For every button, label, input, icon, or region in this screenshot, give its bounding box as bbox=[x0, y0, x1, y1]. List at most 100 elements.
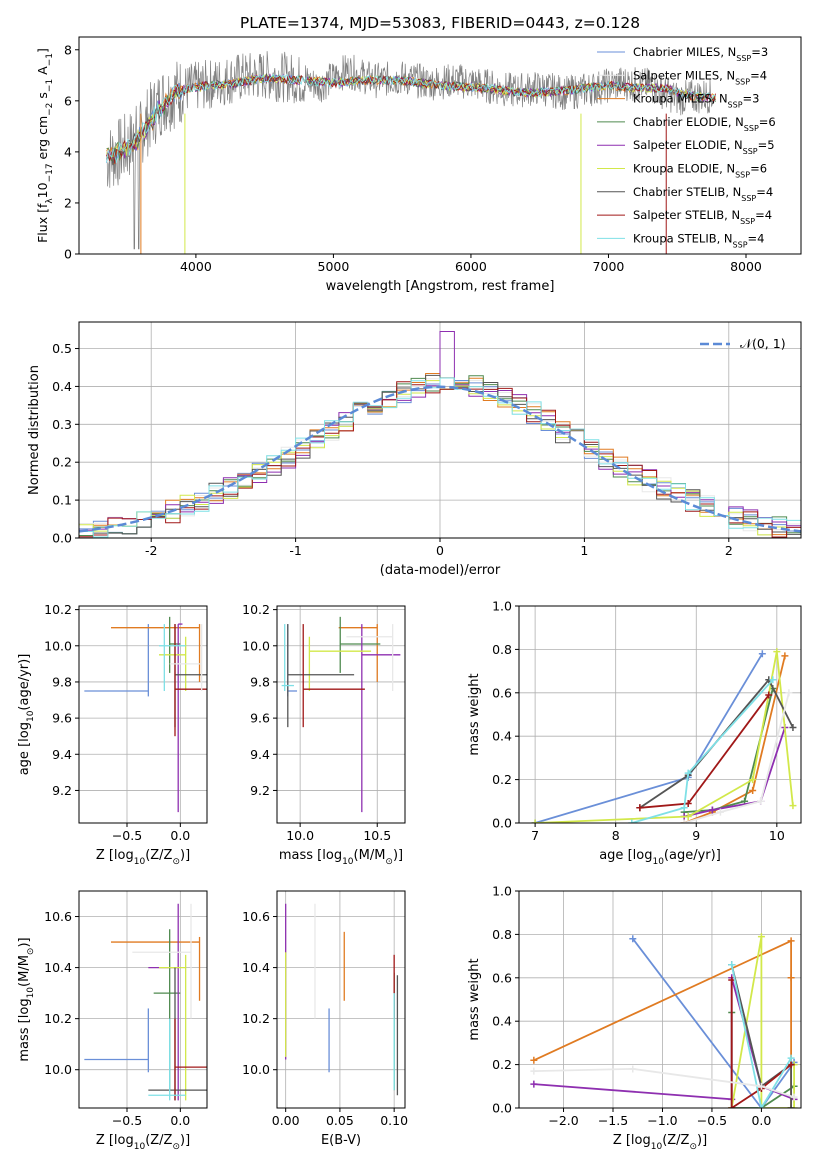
x-axis-label-part: Z [log bbox=[613, 1133, 651, 1148]
axes-mass-weight-vs-Z: −2.0 −1.5 −1.0 −0.5 0.0 0.0 0.2 0.4 0.6 0.8 1.0 Z [… bbox=[467, 884, 802, 1152]
legend-tail: =6 bbox=[759, 115, 776, 129]
y-tick-label: 10.0 bbox=[242, 1062, 270, 1077]
y-axis-label-part: age [log bbox=[17, 722, 32, 775]
legend-entry: Salpeter STELIB, NSSP=4 bbox=[633, 208, 772, 226]
x-tick-label: −0.5 bbox=[112, 1113, 142, 1128]
x-tick-label: 7 bbox=[531, 828, 539, 843]
axes-frame bbox=[276, 605, 406, 824]
x-axis-label-part: age [log bbox=[599, 848, 652, 863]
axes-frame bbox=[276, 890, 406, 1109]
y-tick-label: 1.0 bbox=[492, 884, 512, 899]
x-axis-label-part: ⊙ bbox=[172, 857, 180, 867]
x-axis-label-part: 10 bbox=[134, 857, 146, 867]
weight-marker bbox=[789, 802, 797, 810]
legend-entry: Kroupa STELIB, NSSP=4 bbox=[633, 231, 764, 249]
x-axis-label: Z [log10(Z/Z⊙)] bbox=[96, 1133, 190, 1152]
legend-tail: =4 bbox=[755, 208, 772, 222]
x-tick-label: 4000 bbox=[180, 259, 212, 274]
weight-marker bbox=[728, 961, 736, 969]
y-axis-label: Flux [fλ10−17 erg cm−2 s−1 A−1] bbox=[35, 48, 55, 243]
y-axis-label-part: λ bbox=[45, 198, 55, 204]
legend-entry: Chabrier STELIB, NSSP=4 bbox=[633, 185, 773, 203]
weight-marker bbox=[785, 689, 793, 697]
weight-marker bbox=[530, 1056, 538, 1064]
x-axis-label: Z [log10(Z/Z⊙)] bbox=[96, 848, 190, 867]
y-tick-label: 0.4 bbox=[492, 1014, 512, 1029]
y-axis-label-part: mass [log bbox=[17, 998, 32, 1061]
weight-line-6 bbox=[730, 980, 792, 1108]
y-tick-label: 0.1 bbox=[52, 493, 72, 508]
x-axis-label-part: 10 bbox=[651, 1142, 663, 1152]
plot-area bbox=[79, 891, 207, 1108]
x-tick-label: 2 bbox=[725, 543, 733, 558]
y-axis-label-part: s bbox=[35, 92, 50, 103]
plot-content bbox=[281, 616, 401, 813]
weight-marker bbox=[757, 797, 765, 805]
x-axis-label-part: ⊙ bbox=[689, 1142, 697, 1152]
legend-entry: Salpeter ELODIE, NSSP=5 bbox=[633, 138, 775, 156]
legend-text: Kroupa MILES, N bbox=[633, 92, 728, 106]
weight-marker bbox=[769, 676, 777, 684]
weight-line-3 bbox=[683, 727, 786, 818]
x-axis-label-part: (Z/Z bbox=[145, 848, 172, 863]
x-axis-label-part: 10 bbox=[342, 857, 354, 867]
y-tick-label: 0.8 bbox=[492, 927, 512, 942]
histogram-4 bbox=[79, 331, 801, 531]
legend-text: Chabrier STELIB, N bbox=[633, 185, 741, 199]
axes-mass-vs-Z: −0.5 0.010.010.210.410.6Z [log10(Z/Z⊙)]ma… bbox=[17, 890, 208, 1152]
y-tick-label: 9.8 bbox=[250, 674, 270, 689]
y-tick-label: 0.8 bbox=[492, 642, 512, 657]
y-axis-label: age [log10(age/yr)] bbox=[17, 654, 36, 776]
legend-tail: =5 bbox=[758, 138, 775, 152]
weight-marker bbox=[787, 1054, 795, 1062]
x-axis-label-part: )] bbox=[697, 1133, 707, 1148]
legend-tail: =4 bbox=[750, 68, 767, 82]
legend-tail: =3 bbox=[743, 92, 760, 106]
weight-marker bbox=[765, 691, 773, 699]
figure-title: PLATE=1374, MJD=53083, FIBERID=0443, z=0… bbox=[240, 14, 640, 32]
weight-marker bbox=[773, 648, 781, 656]
plot-content bbox=[79, 331, 801, 538]
x-axis-label-part: (Z/Z bbox=[662, 1133, 689, 1148]
y-tick-label: 10.2 bbox=[44, 1011, 72, 1026]
legend-sub: SSP bbox=[741, 193, 756, 202]
weight-marker bbox=[680, 819, 688, 823]
x-axis-label-part: Z [log bbox=[96, 1133, 134, 1148]
y-axis-label: mass [log10(M/M⊙)] bbox=[17, 937, 36, 1061]
plot-layer: 4000 5000 6000 7000 8000 0 2 4 6 8 wavelength [Ang… bbox=[17, 36, 802, 1152]
y-tick-label: 2 bbox=[64, 195, 72, 210]
legend-text: Chabrier ELODIE, N bbox=[633, 115, 744, 129]
x-tick-label: 10.5 bbox=[363, 828, 391, 843]
y-axis-label-part: Flux [f bbox=[35, 203, 50, 243]
legend-entry: Chabrier MILES, NSSP=3 bbox=[633, 45, 768, 63]
axes-mass-vs-EBV: 0.00 0.05 0.10 10.0 10.2 10.4 10.6 E(B-V) bbox=[242, 890, 408, 1148]
weight-marker bbox=[628, 819, 636, 823]
x-tick-label: -1 bbox=[289, 543, 301, 558]
y-axis-label: Normed distribution bbox=[27, 365, 42, 495]
weight-line-7 bbox=[631, 679, 774, 823]
x-tick-label: 8 bbox=[612, 828, 620, 843]
weight-marker bbox=[790, 1104, 798, 1108]
y-tick-label: 8 bbox=[64, 42, 72, 57]
y-axis-label-part: 10 bbox=[35, 182, 50, 198]
x-axis-label: E(B-V) bbox=[321, 1133, 361, 1148]
legend-sub: SSP bbox=[735, 170, 750, 179]
x-tick-label: 9 bbox=[692, 828, 700, 843]
x-axis-label-part: )] bbox=[180, 1133, 190, 1148]
x-tick-label: −2.0 bbox=[548, 1113, 578, 1128]
x-axis-label-part: (Z/Z bbox=[145, 1133, 172, 1148]
legend-text: Kroupa STELIB, N bbox=[633, 231, 733, 245]
weight-marker bbox=[757, 1104, 765, 1108]
x-tick-label: 8000 bbox=[730, 259, 762, 274]
y-tick-label: 0.6 bbox=[492, 685, 512, 700]
y-axis-label-part: −1 bbox=[45, 53, 55, 66]
legend-text: Salpeter MILES, N bbox=[633, 68, 735, 82]
x-tick-label: 7000 bbox=[593, 259, 625, 274]
plot-area bbox=[79, 37, 801, 254]
plot-content bbox=[84, 903, 207, 1101]
y-tick-label: 9.2 bbox=[52, 783, 72, 798]
x-axis-label-part: 10 bbox=[652, 857, 664, 867]
legend-sub: SSP bbox=[736, 54, 751, 63]
